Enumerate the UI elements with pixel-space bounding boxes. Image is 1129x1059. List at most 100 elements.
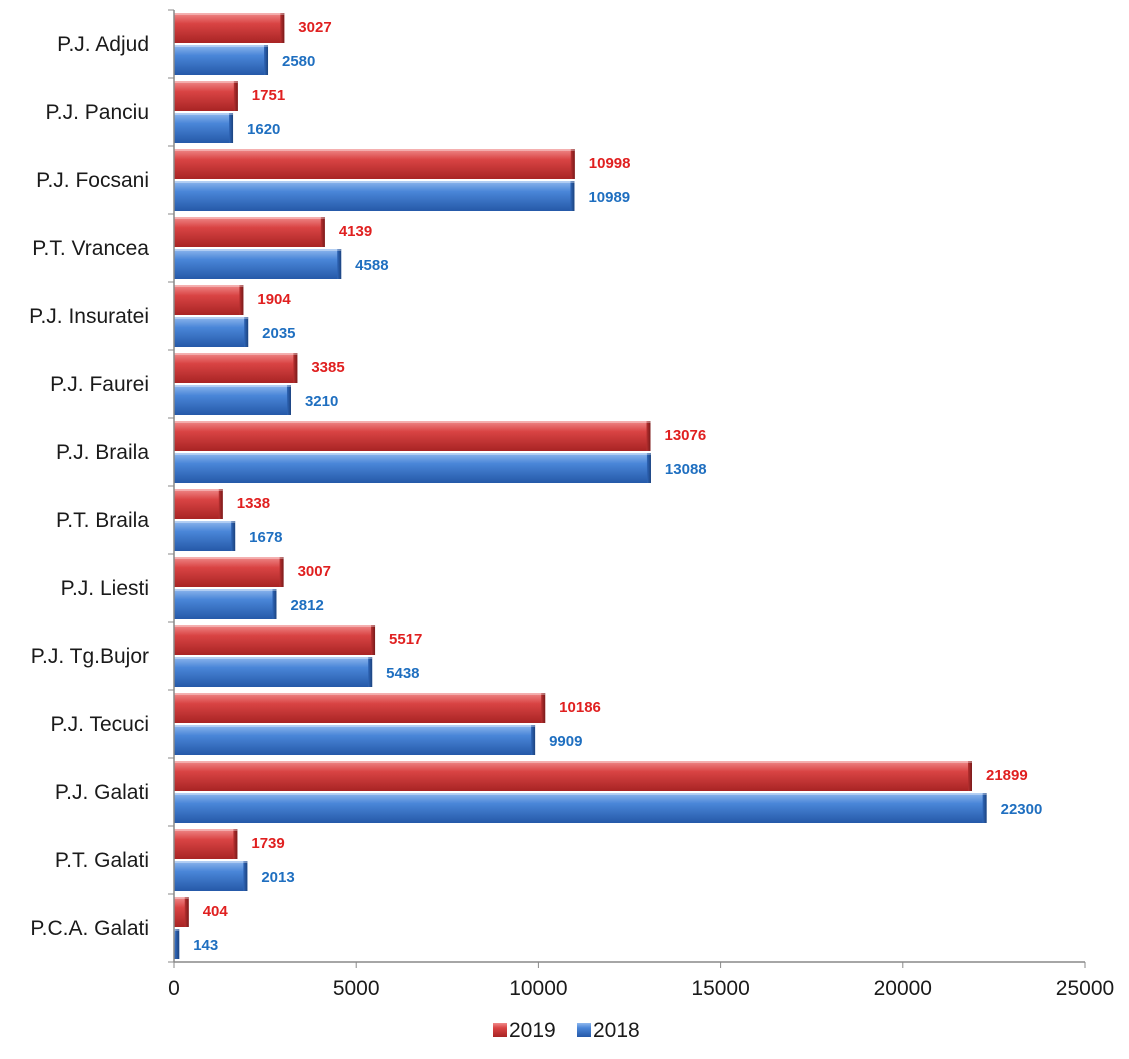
bar-2019-face — [174, 81, 238, 111]
bar-2019 — [174, 13, 285, 43]
bar-2019-end — [570, 149, 575, 179]
bar-2018-end — [337, 249, 342, 279]
bar-2019-face — [174, 353, 298, 383]
bar-2019-end — [646, 421, 651, 451]
bar-2019-face — [174, 217, 325, 247]
category-label: P.J. Panciu — [45, 101, 149, 124]
bar-2018 — [174, 453, 651, 483]
bar-2018-end — [175, 929, 180, 959]
bar-2019 — [174, 217, 325, 247]
x-tick-label: 5000 — [333, 977, 380, 1000]
bar-2019-end — [279, 557, 284, 587]
data-label-2018: 3210 — [305, 393, 338, 410]
legend-swatch-2018 — [577, 1023, 591, 1037]
bar-2018-highlight — [174, 181, 575, 183]
data-label-2019: 404 — [203, 903, 229, 920]
bar-2019-face — [174, 285, 244, 315]
bar-2018-face — [174, 521, 236, 551]
bar-2019-highlight — [174, 353, 298, 355]
x-tick-label: 10000 — [509, 977, 567, 1000]
bar-2019-highlight — [174, 285, 244, 287]
bar-2019-highlight — [174, 489, 223, 491]
data-label-2019: 13076 — [664, 427, 706, 444]
bar-2019-highlight — [174, 421, 651, 423]
bar-2018-end — [531, 725, 536, 755]
category-label: P.J. Faurei — [50, 373, 149, 396]
bar-2019-face — [174, 829, 238, 859]
legend-label-2019: 2019 — [509, 1019, 556, 1042]
bar-2018-highlight — [174, 521, 236, 523]
bar-2019-face — [174, 761, 972, 791]
bar-2018-face — [174, 793, 987, 823]
data-label-2018: 9909 — [549, 733, 582, 750]
data-label-2018: 143 — [193, 937, 218, 954]
bar-2019 — [174, 557, 284, 587]
data-label-2019: 5517 — [389, 631, 422, 648]
bar-2019 — [174, 81, 238, 111]
bar-2019-highlight — [174, 149, 575, 151]
bar-2018-face — [174, 453, 651, 483]
data-label-2019: 3385 — [311, 359, 344, 376]
data-label-2018: 1620 — [247, 121, 280, 138]
category-label: P.J. Focsani — [36, 169, 149, 192]
category-label: P.J. Tecuci — [51, 713, 149, 736]
legend: 2019 2018 — [493, 1019, 640, 1042]
data-label-2019: 1904 — [257, 291, 291, 308]
bar-2018-highlight — [174, 317, 249, 319]
bar-2018-highlight — [174, 453, 651, 455]
bar-2018 — [174, 249, 342, 279]
category-label: P.J. Tg.Bujor — [31, 645, 149, 668]
bar-2018-end — [243, 861, 248, 891]
bar-2018 — [174, 725, 536, 755]
bar-2018-end — [272, 589, 277, 619]
bar-2019 — [174, 489, 223, 519]
bar-2018-end — [286, 385, 291, 415]
bar-2018-highlight — [174, 793, 987, 795]
data-label-2019: 1338 — [237, 495, 270, 512]
bar-2019-end — [541, 693, 546, 723]
bar-2019-end — [184, 897, 189, 927]
data-label-2019: 3027 — [298, 19, 331, 36]
category-label: P.J. Braila — [56, 441, 149, 464]
bar-2018-highlight — [174, 45, 269, 47]
bar-2019 — [174, 285, 244, 315]
bar-2019-end — [293, 353, 298, 383]
bar-2019-end — [320, 217, 325, 247]
category-label: P.T. Braila — [56, 509, 149, 532]
data-label-2018: 2812 — [290, 597, 323, 614]
legend-label-2018: 2018 — [593, 1019, 640, 1042]
category-label: P.J. Galati — [55, 781, 149, 804]
bar-2018-end — [368, 657, 373, 687]
bar-2018-face — [174, 385, 291, 415]
bar-2018 — [174, 521, 236, 551]
bar-2018-highlight — [174, 113, 234, 115]
data-label-2018: 2035 — [262, 325, 295, 342]
data-label-2018: 5438 — [386, 665, 419, 682]
bar-2018-face — [174, 725, 536, 755]
bar-2019-face — [174, 13, 285, 43]
bar-2019-face — [174, 421, 651, 451]
data-label-2019: 3007 — [298, 563, 331, 580]
bar-2019 — [174, 693, 546, 723]
x-tick-label: 25000 — [1056, 977, 1114, 1000]
bar-2018 — [174, 861, 248, 891]
bar-2018-end — [646, 453, 651, 483]
bar-2019 — [174, 829, 238, 859]
category-label: P.J. Liesti — [61, 577, 149, 600]
bar-2019 — [174, 421, 651, 451]
category-label: P.J. Insuratei — [29, 305, 149, 328]
bar-2018 — [174, 589, 277, 619]
bar-2019-highlight — [174, 81, 238, 83]
data-label-2019: 1739 — [251, 835, 284, 852]
category-label: P.C.A. Galati — [30, 917, 149, 940]
data-label-2019: 1751 — [252, 87, 285, 104]
bar-2018-end — [570, 181, 575, 211]
bar-2018-highlight — [174, 249, 342, 251]
bar-2019-end — [233, 81, 238, 111]
bar-2019-highlight — [174, 13, 285, 15]
axis-layer: 0 5000 10000 15000 20000 25000 — [168, 9, 1114, 1000]
bar-2019-highlight — [174, 829, 238, 831]
bars-layer — [174, 13, 987, 959]
bar-2019-end — [233, 829, 238, 859]
data-label-2018: 10989 — [588, 189, 630, 206]
